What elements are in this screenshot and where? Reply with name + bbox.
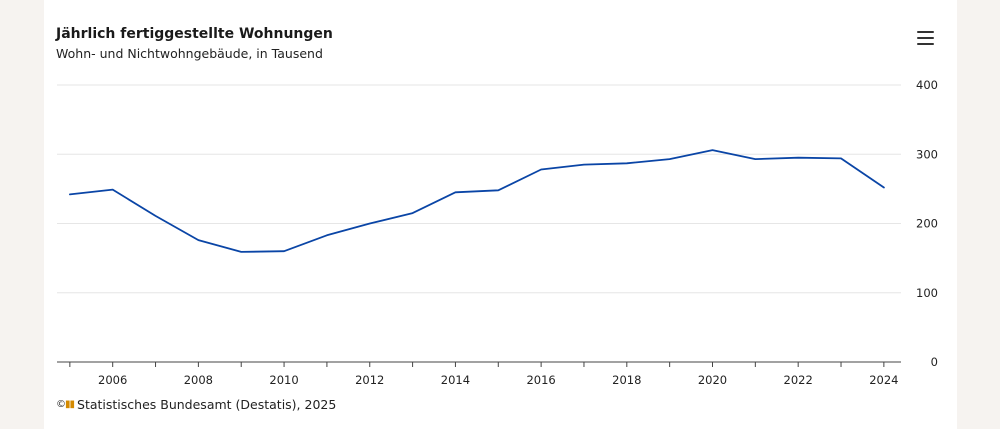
x-tick-label: 2016 [526,373,555,387]
y-axis-tick-labels: 0 100 200 300 400 [916,78,938,369]
grid-lines [57,84,901,294]
chart-title: Jährlich fertiggestellte Wohnungen [56,26,333,42]
chart-card: Jährlich fertiggestellte Wohnungen Wohn-… [44,0,957,429]
y-tick-label: 400 [916,78,938,92]
y-tick-label: 200 [916,217,938,231]
x-tick-label: 2020 [698,373,727,387]
source-text: Statistisches Bundesamt (Destatis), 2025 [77,397,337,412]
source-note: ©▮▮ Statistisches Bundesamt (Destatis), … [56,397,336,412]
menu-bar [917,36,934,40]
y-tick-label: 100 [916,286,938,300]
x-axis: 2006 2008 2010 2012 2014 2016 2018 2020 2022 2024 [57,361,901,387]
x-tick-label: 2024 [869,373,898,387]
x-tick-label: 2014 [441,373,470,387]
menu-bar [917,42,934,45]
x-tick-label: 2012 [355,373,384,387]
x-tick-label: 2022 [784,373,813,387]
x-tick-label: 2008 [184,373,213,387]
y-tick-label: 0 [931,355,938,369]
x-tick-label: 2018 [612,373,641,387]
series-layer [68,149,885,253]
chart-subtitle: Wohn- und Nichtwohngebäude, in Tausend [56,46,323,61]
hamburger-menu-icon[interactable] [917,31,934,45]
destatis-logo-icon: ©▮▮ [56,399,75,410]
y-tick-label: 300 [916,147,938,161]
menu-bar [917,31,934,34]
series-line [68,149,885,253]
x-tick-label: 2006 [98,373,127,387]
x-tick-label: 2010 [269,373,298,387]
